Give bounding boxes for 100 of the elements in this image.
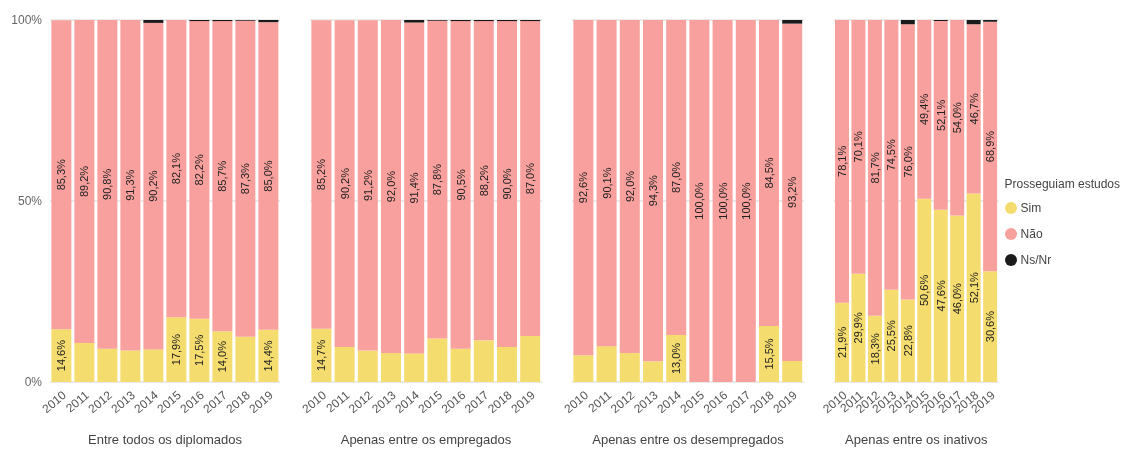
- bar: [120, 350, 141, 382]
- bar: [496, 346, 517, 382]
- bar: [782, 20, 803, 24]
- bar: [357, 20, 378, 351]
- data-label: 14,4%: [262, 340, 275, 372]
- data-label: 52,1%: [967, 271, 980, 304]
- bar: [966, 20, 981, 25]
- bar: [596, 346, 617, 382]
- bar: [380, 20, 401, 354]
- data-label: 91,3%: [124, 169, 137, 201]
- bar: [867, 20, 882, 316]
- bar: [642, 361, 663, 382]
- x-axis-title: Apenas entre os inativos: [845, 432, 988, 447]
- bar: [619, 20, 640, 354]
- data-label: 85,2%: [315, 158, 328, 191]
- bar: [311, 20, 332, 329]
- bar: [782, 361, 803, 382]
- bar: [334, 346, 355, 382]
- data-label: 22,8%: [901, 324, 914, 357]
- data-label: 46,0%: [951, 282, 964, 315]
- data-label: 50,6%: [918, 274, 931, 307]
- legend-label: Ns/Nr: [1020, 253, 1052, 267]
- data-label: 14,7%: [315, 339, 328, 371]
- data-label: 92,6%: [577, 171, 590, 204]
- data-label: 87,8%: [431, 163, 444, 196]
- x-axis-title: Entre todos os diplomados: [88, 432, 243, 447]
- bar: [642, 20, 663, 362]
- data-label: 14,6%: [55, 339, 68, 372]
- bar: [166, 20, 187, 318]
- y-tick-label: 50%: [17, 194, 43, 209]
- bar: [97, 348, 118, 382]
- bar: [619, 353, 640, 382]
- x-axis-title: Apenas entre os desempregados: [592, 432, 785, 447]
- data-label: 87,0%: [670, 161, 683, 194]
- bar: [427, 338, 448, 382]
- data-label: 85,0%: [262, 160, 275, 192]
- bar: [917, 20, 932, 199]
- bar: [933, 209, 948, 382]
- data-label: 90,1%: [600, 167, 613, 199]
- bar: [782, 23, 803, 361]
- data-label: 91,4%: [408, 172, 421, 204]
- bar: [900, 24, 915, 300]
- bar: [735, 20, 756, 382]
- bar: [983, 21, 998, 272]
- y-tick-label: 100%: [11, 13, 43, 28]
- data-label: 74,5%: [885, 139, 898, 171]
- bar: [143, 20, 164, 23]
- data-label: 88,2%: [477, 164, 490, 197]
- data-label: 30,6%: [984, 310, 997, 343]
- legend-label: Sim: [1020, 201, 1042, 215]
- bar: [573, 20, 594, 356]
- data-label: 82,2%: [193, 154, 206, 186]
- data-label: 25,5%: [885, 320, 898, 352]
- data-label: 46,7%: [967, 93, 980, 125]
- data-label: 76,0%: [901, 146, 914, 178]
- data-label: 85,7%: [216, 160, 229, 192]
- bar: [189, 21, 210, 319]
- bar: [404, 353, 425, 382]
- bar: [966, 193, 981, 382]
- bar: [900, 20, 915, 25]
- data-label: 90,0%: [500, 168, 513, 200]
- bar: [427, 20, 448, 339]
- bar: [74, 342, 95, 382]
- bar: [473, 340, 494, 382]
- bar: [334, 20, 355, 347]
- data-label: 90,8%: [101, 168, 114, 200]
- bar: [712, 20, 733, 382]
- data-label: 87,3%: [239, 162, 252, 195]
- bar: [212, 21, 233, 332]
- bar: [380, 353, 401, 382]
- bar: [573, 355, 594, 382]
- data-label: 82,1%: [170, 152, 183, 185]
- bar: [933, 21, 948, 210]
- bar: [404, 22, 425, 354]
- x-axis-title: Apenas entre os empregados: [340, 432, 512, 447]
- data-label: 90,2%: [147, 170, 160, 202]
- bar: [834, 20, 849, 303]
- bar: [450, 348, 471, 382]
- bar: [520, 21, 541, 337]
- data-label: 90,2%: [338, 167, 351, 200]
- bar: [950, 215, 965, 382]
- bar: [758, 20, 779, 326]
- bar: [258, 20, 279, 23]
- data-label: 92,0%: [623, 170, 636, 203]
- data-label: 89,2%: [78, 165, 91, 198]
- data-label: 91,2%: [361, 169, 374, 202]
- bar: [666, 20, 687, 335]
- bar: [143, 22, 164, 350]
- data-label: 85,3%: [55, 158, 68, 191]
- bar: [258, 22, 279, 330]
- bar: [596, 20, 617, 347]
- data-label: 17,9%: [170, 333, 183, 366]
- bar: [357, 350, 378, 382]
- data-label: 94,3%: [646, 174, 659, 207]
- bar: [496, 21, 517, 347]
- bar: [450, 21, 471, 349]
- y-tick-label: 0%: [24, 375, 43, 390]
- data-label: 54,0%: [951, 101, 964, 134]
- data-label: 13,0%: [670, 342, 683, 375]
- bar: [520, 336, 541, 382]
